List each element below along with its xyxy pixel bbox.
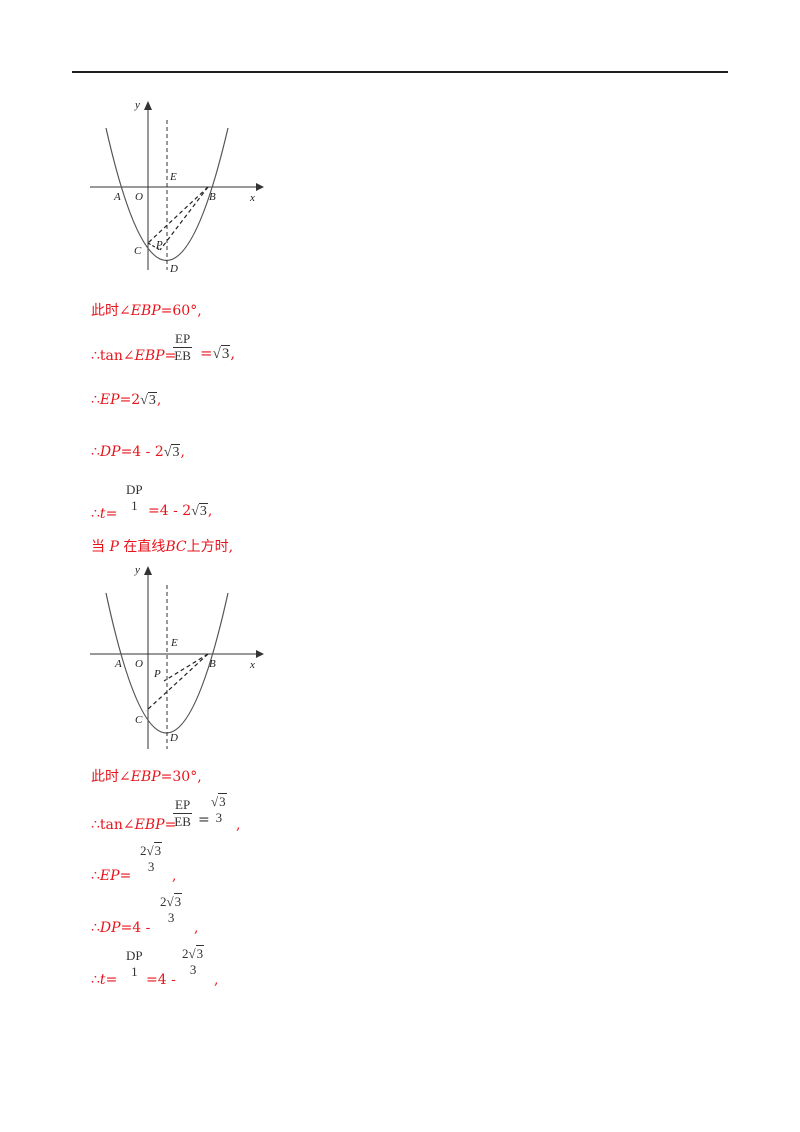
dp-line-1: ∴DP=4 - 2√3, <box>91 444 185 460</box>
sqrt-3: √3 <box>140 392 157 408</box>
sqrt-3: √3 <box>211 793 227 809</box>
label-B: B <box>209 658 216 670</box>
label-B: B <box>209 191 216 203</box>
label-x: x <box>249 659 255 671</box>
ep-line-1: ∴EP=2√3, <box>91 392 162 408</box>
t-result-1: =4 - 2√3, <box>148 503 213 519</box>
fraction-numerator: EP <box>173 331 193 348</box>
dp-line-2: ∴DP=4 - <box>91 920 151 936</box>
sqrt-3: √3 <box>191 503 208 519</box>
fraction-sqrt3-over-3: √3 3 <box>211 793 227 825</box>
tan-end-2: , <box>236 817 241 833</box>
parabola-graph-1: y x A O E B C P D <box>90 99 264 275</box>
fraction-denominator: EB <box>174 348 191 363</box>
label-O: O <box>135 191 143 203</box>
fraction-ep-eb-1: EP EB <box>173 331 193 364</box>
label-y: y <box>134 564 140 576</box>
label-x: x <box>249 192 255 204</box>
tan-prefix: ∴tan∠ <box>91 348 135 364</box>
fraction-2sqrt3-over-3-ep: 2√3 3 <box>140 842 163 874</box>
tan-line-1: ∴tan∠EBP= <box>91 348 176 364</box>
sqrt-3: √3 <box>163 444 181 460</box>
fraction-2sqrt3-over-3-t: 2√3 3 <box>182 945 205 977</box>
figure-parabola-1: y x A O E B C P D <box>88 98 268 278</box>
label-C: C <box>134 245 142 257</box>
dp-var: DP <box>99 444 121 460</box>
ep-end-2: , <box>172 868 177 884</box>
case2-heading: 当 P 在直线BC上方时, <box>91 539 234 555</box>
sqrt-3: √3 <box>146 842 163 858</box>
tan-eq: = <box>164 348 177 364</box>
angle-line-2: 此时∠EBP=30°, <box>91 769 202 785</box>
angle-name: EBP <box>130 303 161 319</box>
t-result-2: =4 - <box>146 972 176 988</box>
angle-value: =60°, <box>160 303 202 319</box>
label-y: y <box>134 99 140 111</box>
label-A: A <box>114 658 122 670</box>
ep-var: EP <box>99 392 120 408</box>
label-D: D <box>169 263 178 275</box>
header-rule <box>72 71 728 73</box>
label-P: P <box>153 668 161 680</box>
label-P: P <box>155 239 163 251</box>
tan-result-1: =√3, <box>200 344 236 362</box>
tan-result-eq: = <box>200 344 213 362</box>
label-O: O <box>135 658 143 670</box>
angle-line-1: 此时∠EBP=60°, <box>91 300 202 320</box>
ep-line-2: ∴EP= <box>91 868 132 884</box>
label-E: E <box>170 637 178 649</box>
fraction-2sqrt3-over-3-dp: 2√3 3 <box>160 893 183 925</box>
parabola-graph-2: y x A O E B C P D <box>90 564 264 749</box>
tan-line-2: ∴tan∠EBP= <box>91 817 177 833</box>
label-E: E <box>169 171 177 183</box>
angle-prefix: 此时∠ <box>91 303 131 319</box>
sqrt-3: √3 <box>212 345 231 362</box>
eq-sign: = <box>198 812 210 828</box>
label-C: C <box>135 714 143 726</box>
sqrt-3: √3 <box>166 893 183 909</box>
t-end-2: , <box>214 972 219 988</box>
t-line-1: ∴t= <box>91 506 118 522</box>
figure-parabola-2: y x A O E B C P D <box>88 563 268 753</box>
fraction-ep-eb-2: EP EB <box>173 797 193 829</box>
sqrt-3: √3 <box>188 945 205 961</box>
dp-end-2: , <box>194 920 199 936</box>
tan-angle: EBP <box>134 348 165 364</box>
fraction-dp-2: DP 1 <box>126 948 143 979</box>
label-A: A <box>113 191 121 203</box>
t-var: t <box>99 506 106 522</box>
t-line-2: ∴t= <box>91 972 118 988</box>
label-D: D <box>169 732 178 744</box>
fraction-dp-1: DP 1 <box>126 482 143 513</box>
